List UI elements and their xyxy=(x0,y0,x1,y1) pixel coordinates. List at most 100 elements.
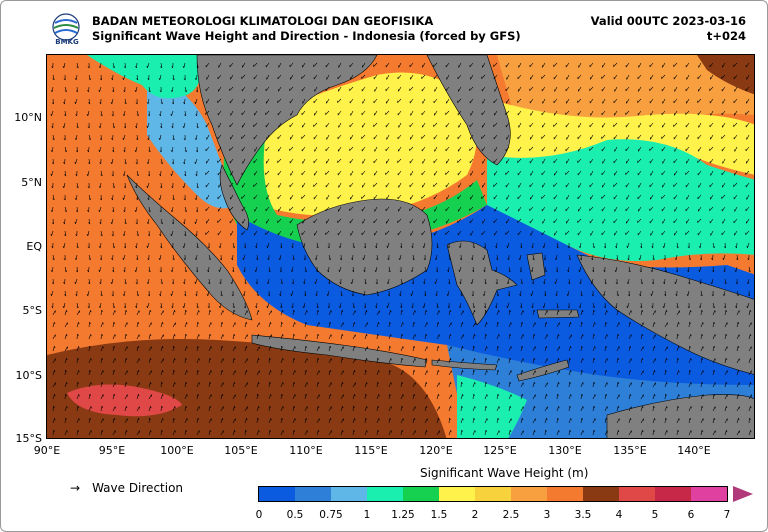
wave-arrow-head xyxy=(146,65,148,68)
wave-arrow xyxy=(746,218,750,224)
wave-arrow-head xyxy=(171,126,174,129)
wave-arrow xyxy=(350,74,354,80)
wave-arrow xyxy=(376,290,379,296)
wave-arrow-head xyxy=(486,346,488,349)
wave-arrow xyxy=(542,182,546,188)
wave-arrow xyxy=(361,110,366,116)
wave-arrow-head xyxy=(485,309,487,312)
wave-arrow xyxy=(676,394,680,400)
wave-arrow xyxy=(160,302,163,308)
wave-arrow-head xyxy=(159,90,162,93)
wave-arrow xyxy=(183,122,186,128)
wave-arrow xyxy=(292,430,295,436)
colorbar-segment xyxy=(439,487,475,501)
wave-arrow xyxy=(649,98,654,104)
wave-arrow-head xyxy=(111,234,114,237)
wave-arrow-head xyxy=(135,246,137,249)
wave-arrow xyxy=(614,170,618,176)
wave-arrow xyxy=(254,86,258,92)
wave-arrow-head xyxy=(90,382,92,385)
wave-arrow-head xyxy=(569,429,571,432)
wave-arrow-head xyxy=(628,270,631,273)
scs-yellow-zone xyxy=(243,72,477,217)
wave-arrow xyxy=(87,170,90,176)
wave-arrow-head xyxy=(520,306,523,309)
wave-arrow xyxy=(710,74,714,80)
wave-arrow xyxy=(424,266,427,272)
wave-arrow xyxy=(736,254,739,260)
wave-arrow-head xyxy=(701,357,703,361)
wave-arrow-head xyxy=(195,137,197,141)
wave-arrow xyxy=(529,62,534,68)
wave-arrow xyxy=(734,230,738,236)
wave-arrow xyxy=(592,358,595,364)
wave-arrow xyxy=(481,206,486,212)
wave-arrow xyxy=(712,254,714,261)
wave-arrow xyxy=(136,230,139,236)
wave-arrow-head xyxy=(363,246,366,249)
wave-arrow xyxy=(601,170,606,176)
wave-arrow xyxy=(349,146,354,151)
wave-arrow-head xyxy=(746,245,748,248)
wave-arrow xyxy=(529,146,534,151)
wave-arrow xyxy=(637,170,642,176)
wave-arrow xyxy=(484,322,487,328)
wave-arrow xyxy=(712,334,716,340)
wave-arrow-head xyxy=(148,90,151,93)
wave-arrow xyxy=(530,74,534,80)
wave-arrow xyxy=(424,346,428,352)
wave-arrow xyxy=(217,170,222,176)
wave-arrow xyxy=(436,430,440,436)
wave-arrow-head xyxy=(184,114,187,117)
wave-arrow xyxy=(460,334,464,340)
wave-arrow xyxy=(650,74,654,80)
wave-arrow xyxy=(244,242,246,249)
wave-arrow xyxy=(135,266,138,272)
wave-arrow-head xyxy=(546,346,548,349)
wave-arrow-head xyxy=(497,321,499,324)
wave-arrow xyxy=(457,110,462,116)
wave-arrow-head xyxy=(183,162,185,165)
wave-arrow xyxy=(220,334,224,340)
wave-arrow xyxy=(626,98,630,104)
wave-arrow xyxy=(304,382,308,388)
wave-arrow-head xyxy=(135,186,137,189)
wave-arrow xyxy=(520,334,524,340)
wave-arrow xyxy=(195,158,198,164)
wave-arrow xyxy=(388,418,391,424)
wave-arrow xyxy=(171,206,174,212)
wave-arrow-head xyxy=(472,306,475,309)
wave-arrow-head xyxy=(400,282,403,285)
wave-arrow xyxy=(448,382,451,388)
wave-arrow xyxy=(148,110,150,117)
wave-arrow-head xyxy=(76,66,79,69)
wave-arrow xyxy=(422,182,426,188)
wave-arrow-head xyxy=(747,294,750,297)
wave-arrow xyxy=(171,170,174,176)
wave-arrow-head xyxy=(243,293,245,297)
wave-arrow xyxy=(376,430,379,436)
wave-arrow xyxy=(580,345,582,352)
wave-arrow-head xyxy=(665,393,667,396)
wave-arrow-head xyxy=(88,102,91,105)
wave-arrow xyxy=(172,322,176,328)
wave-arrow xyxy=(457,230,462,236)
wave-arrow xyxy=(686,158,690,164)
wave-arrow xyxy=(232,382,235,388)
wave-arrow xyxy=(589,62,594,68)
wave-arrow xyxy=(700,358,703,364)
wave-arrow xyxy=(458,62,462,68)
wave-arrow-head xyxy=(123,113,125,117)
wave-arrow xyxy=(508,322,512,328)
wave-arrow-head xyxy=(425,357,428,361)
wave-arrow xyxy=(362,98,366,104)
wave-arrow-head xyxy=(510,322,512,325)
wave-arrow xyxy=(304,346,307,352)
wave-arrow xyxy=(494,206,498,212)
wave-arrow xyxy=(685,122,690,128)
wave-arrow xyxy=(256,302,258,309)
wave-arrow xyxy=(733,158,738,164)
wave-arrow-head xyxy=(161,405,163,408)
wave-arrow-head xyxy=(519,294,521,297)
wave-arrow-head xyxy=(147,221,149,225)
